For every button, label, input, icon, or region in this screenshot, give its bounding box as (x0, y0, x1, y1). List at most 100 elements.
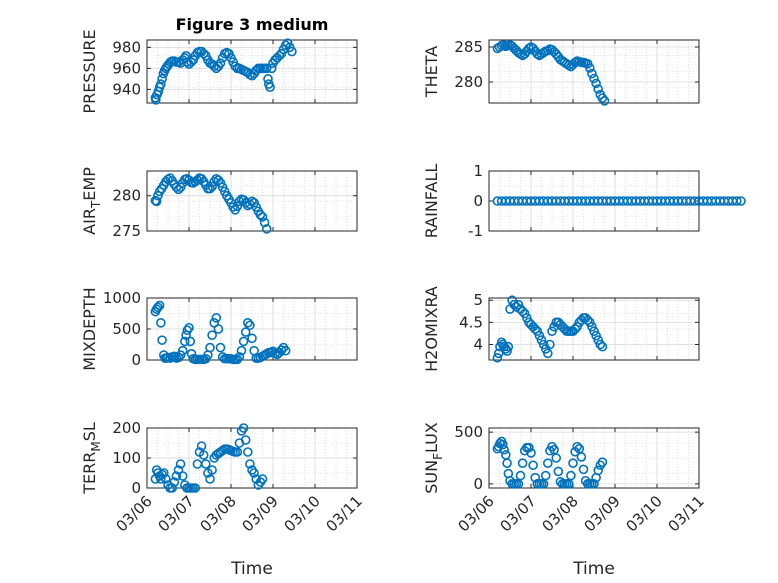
data-point (502, 458, 512, 468)
data-point (265, 82, 275, 93)
y-axis-label: TERRMSL (80, 422, 103, 495)
data-point (240, 435, 251, 445)
x-tick-label: 03/09 (239, 492, 282, 535)
data-point (519, 308, 530, 319)
data-point (215, 58, 226, 68)
data-point (171, 471, 182, 481)
series-markers (150, 423, 268, 493)
data-point (530, 324, 541, 334)
y-axis-label: H2OMIXRA (422, 286, 441, 372)
data-point (517, 306, 528, 317)
y-axis-label: MIXDEPTH (80, 287, 99, 370)
axes-frame (146, 39, 358, 104)
series-markers (492, 436, 608, 489)
data-point (545, 339, 555, 350)
y-tick-label: 0 (131, 351, 141, 369)
y-tick-label: 940 (112, 80, 141, 98)
y-tick-label: 500 (112, 320, 141, 338)
axes-frame (488, 39, 700, 104)
data-point (173, 184, 184, 195)
data-point (509, 299, 520, 310)
data-point (177, 345, 188, 356)
data-point (154, 300, 165, 311)
data-point (599, 96, 610, 106)
x-tick-label: 03/07 (497, 492, 540, 535)
data-point (232, 447, 243, 457)
data-point (201, 459, 211, 469)
data-point (156, 79, 166, 89)
data-point (551, 453, 562, 463)
data-point (177, 471, 188, 481)
data-point (532, 49, 543, 59)
x-tick-label: 03/08 (539, 492, 582, 535)
data-point (524, 442, 534, 453)
data-point (232, 354, 243, 365)
data-point (266, 63, 277, 74)
data-point (247, 333, 257, 344)
x-tick-label: 03/06 (113, 492, 156, 535)
data-point (236, 345, 247, 356)
data-point (181, 50, 191, 61)
data-point (213, 324, 224, 334)
data-point (503, 341, 514, 352)
data-point (171, 182, 182, 193)
subplot-air_temp: 275 280 AIRTEMP (80, 167, 358, 240)
y-axis-label: THETA (422, 46, 441, 98)
y-tick-label: 100 (112, 449, 141, 467)
data-point (542, 458, 553, 468)
data-point (536, 335, 547, 345)
data-point (263, 74, 273, 84)
y-tick-label: 0 (473, 192, 483, 210)
x-tick-label: 03/09 (581, 492, 624, 535)
y-tick-label: 200 (112, 419, 141, 437)
data-point (566, 470, 576, 481)
data-point (211, 313, 222, 323)
data-point (207, 181, 217, 192)
x-tick-label: 03/08 (197, 492, 240, 535)
data-point (591, 330, 601, 341)
data-point (243, 447, 253, 457)
data-point (593, 465, 604, 476)
data-point (572, 441, 583, 452)
data-point (587, 321, 597, 332)
y-tick-label: 280 (112, 187, 141, 205)
data-point (499, 444, 509, 455)
data-point (153, 190, 163, 201)
data-point (151, 95, 161, 105)
data-point (576, 452, 587, 462)
data-point (587, 68, 597, 79)
series-markers (492, 295, 608, 363)
data-point (175, 459, 186, 469)
series-markers (150, 38, 297, 105)
data-point (153, 302, 163, 313)
data-point (589, 326, 599, 337)
data-point (205, 342, 215, 353)
data-point (542, 348, 553, 359)
data-point (570, 324, 580, 334)
data-point (526, 448, 536, 458)
data-point (595, 339, 606, 350)
subplot-rainfall: -1 0 1 RAINFALL (422, 162, 746, 240)
data-point (582, 315, 593, 325)
data-point (528, 460, 538, 471)
data-point (207, 465, 217, 475)
data-point (542, 45, 553, 56)
data-point (540, 470, 551, 481)
subplot-pressure: 940 960 980 PRESSURE (80, 29, 358, 114)
data-point (238, 423, 249, 433)
data-point (238, 336, 249, 347)
data-point (157, 335, 167, 345)
y-axis-label: PRESSURE (80, 29, 99, 113)
data-point (234, 352, 245, 362)
data-point (205, 183, 215, 194)
y-tick-label: 280 (454, 73, 483, 91)
data-point (538, 339, 549, 350)
data-point (597, 457, 608, 467)
data-point (261, 224, 272, 234)
data-point (245, 459, 255, 469)
data-point (498, 439, 508, 450)
series-markers (150, 300, 291, 365)
data-point (196, 441, 207, 451)
